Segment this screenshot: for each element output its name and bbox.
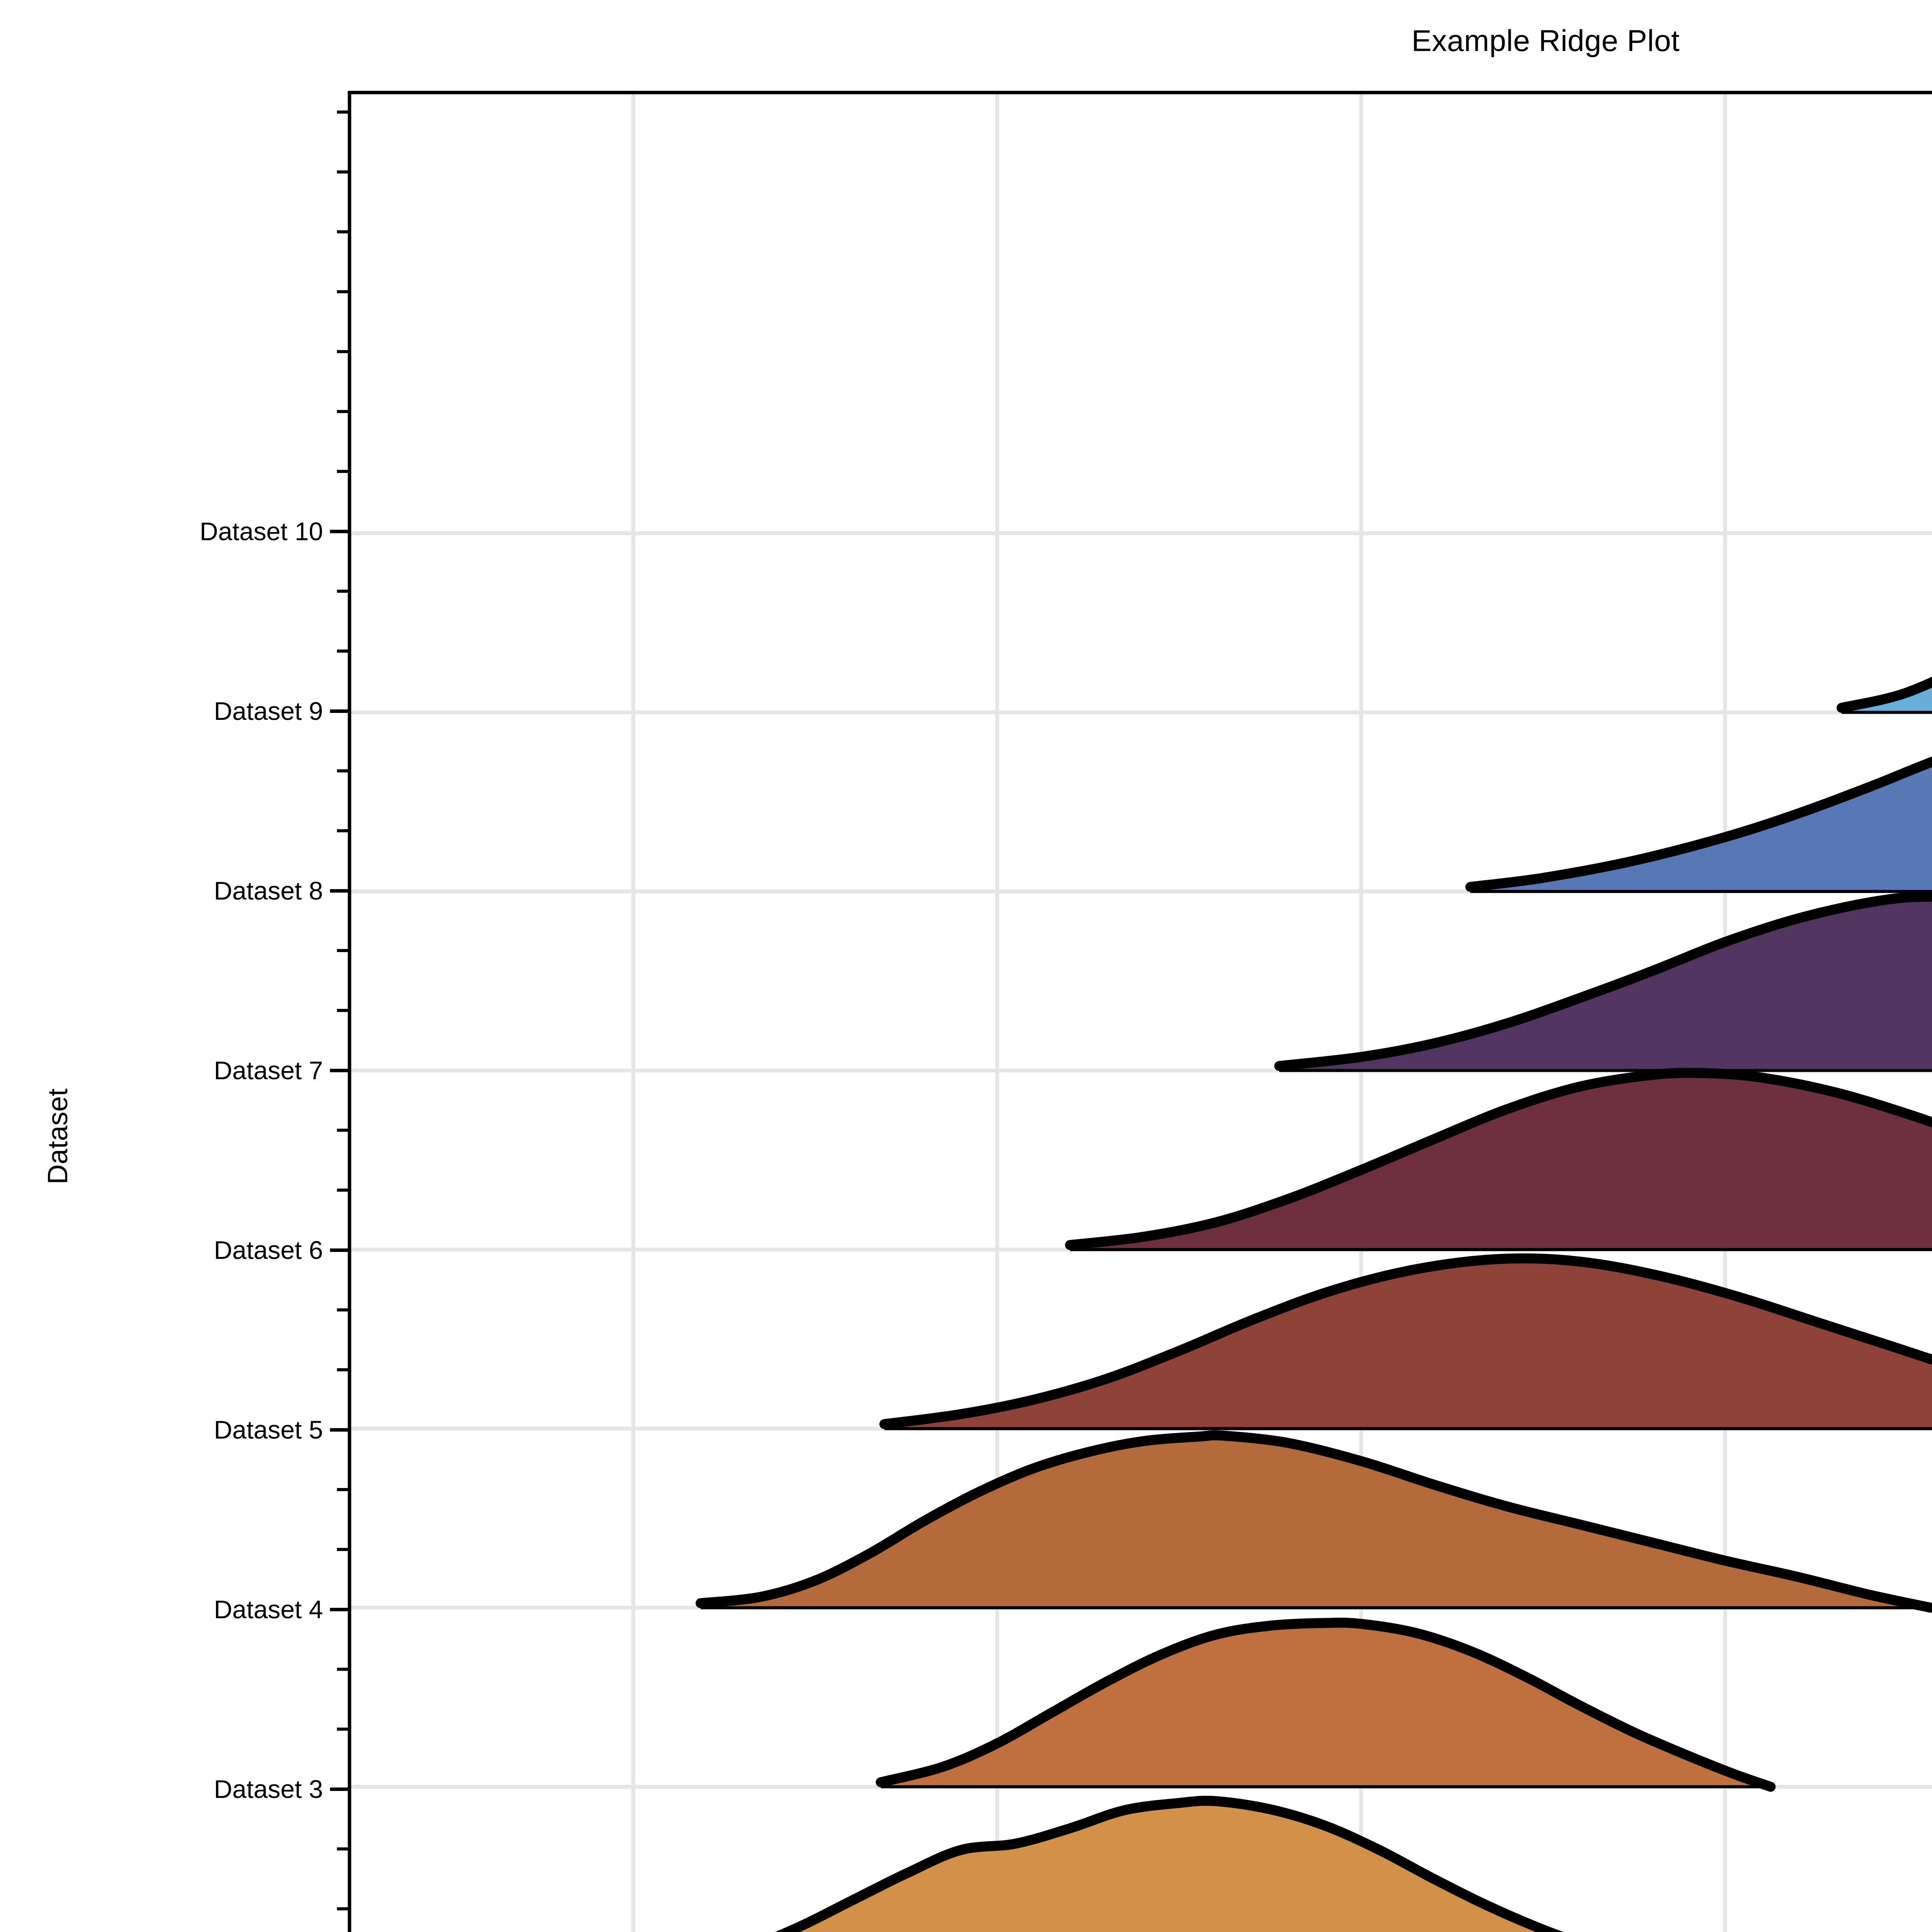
ridge-curves (696, 677, 1932, 1932)
y-tick-minor (337, 1668, 348, 1671)
y-tick-major (330, 1069, 348, 1072)
y-tick-minor (337, 470, 348, 473)
y-tick-minor (337, 1907, 348, 1910)
y-tick-minor (337, 650, 348, 653)
y-tick-major (330, 709, 348, 713)
y-tick-minor (337, 1847, 348, 1850)
y-tick-major (330, 889, 348, 893)
page-title: Example Ridge Plot (1411, 24, 1680, 58)
y-tick-major (330, 1787, 348, 1791)
y-tick-minor (337, 290, 348, 293)
y-tick-label: Dataset 3 (214, 1775, 323, 1803)
y-tick-minor (337, 1189, 348, 1192)
y-tick-major (330, 1428, 348, 1432)
y-tick-minor (337, 949, 348, 952)
y-tick-minor (337, 410, 348, 413)
y-tick-label: Dataset 8 (214, 876, 323, 905)
y-tick-label: Dataset 9 (214, 697, 323, 725)
y-tick-minor (337, 170, 348, 173)
y-tick-major (330, 530, 348, 533)
y-tick-minor (337, 1368, 348, 1371)
y-tick-major (330, 1608, 348, 1611)
y-tick-label: Dataset 7 (214, 1056, 323, 1085)
y-tick-minor (337, 1129, 348, 1132)
y-tick-label: Dataset 4 (214, 1595, 323, 1624)
y-tick-minor (337, 1308, 348, 1311)
y-tick-minor (337, 1488, 348, 1491)
y-tick-minor (337, 829, 348, 832)
y-tick-label: Dataset 6 (214, 1236, 323, 1264)
y-tick-minor (337, 230, 348, 233)
y-tick-major (330, 1248, 348, 1252)
y-tick-label: Dataset 5 (214, 1415, 323, 1444)
plot-area (348, 91, 1932, 1932)
y-tick-minor (337, 350, 348, 353)
y-tick-minor (337, 1548, 348, 1551)
y-tick-minor (337, 590, 348, 593)
y-tick-minor (337, 111, 348, 114)
y-tick-minor (337, 1009, 348, 1012)
y-tick-label: Dataset 10 (199, 517, 323, 546)
y-tick-minor (337, 1728, 348, 1731)
y-tick-minor (337, 769, 348, 772)
